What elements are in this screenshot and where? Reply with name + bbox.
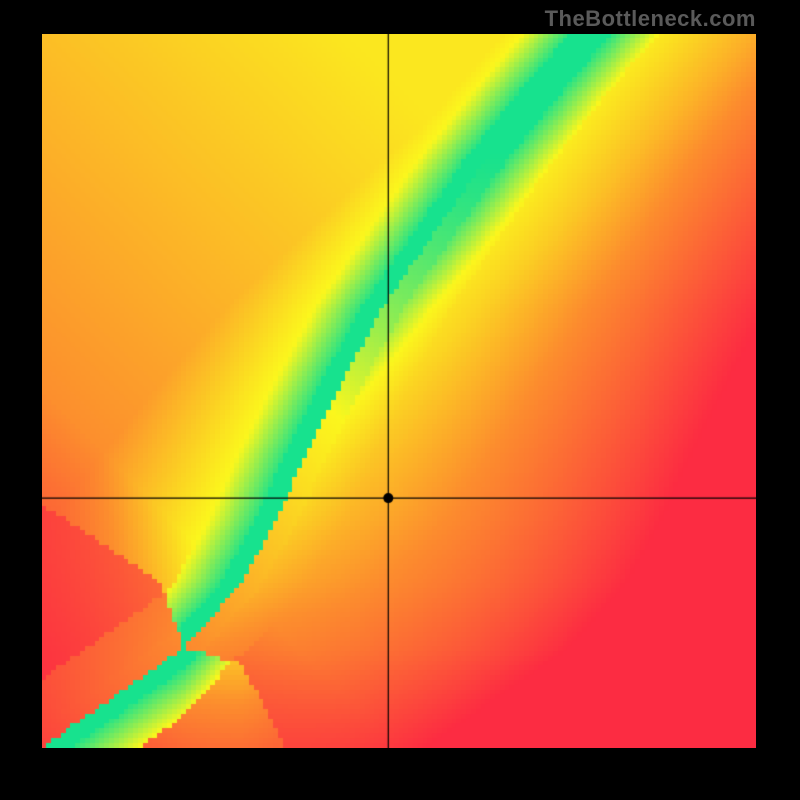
watermark-text: TheBottleneck.com [545, 6, 756, 32]
heatmap-canvas [42, 34, 756, 748]
heatmap-plot [42, 34, 756, 748]
